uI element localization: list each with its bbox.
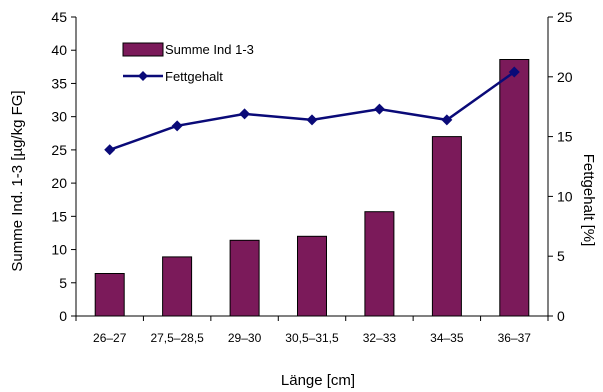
line-point-5 <box>441 114 453 126</box>
line-point-3 <box>306 114 318 126</box>
x-tick-label: 36–37 <box>498 331 532 345</box>
legend-diamond-icon <box>138 71 148 81</box>
x-axis-title: Länge [cm] <box>281 372 355 389</box>
x-tick-label: 29–30 <box>228 331 262 345</box>
x-tick-label: 32–33 <box>363 331 397 345</box>
line-point-2 <box>239 108 251 120</box>
left-tick-label: 0 <box>59 308 67 324</box>
right-tick-label: 5 <box>557 248 565 264</box>
right-axis-title: Fettgehalt [%] <box>580 154 597 247</box>
line-point-6 <box>508 66 520 78</box>
legend-bar-swatch <box>122 42 164 57</box>
bar-series <box>94 59 530 317</box>
left-tick-label: 40 <box>51 42 67 58</box>
bar-4 <box>364 211 395 317</box>
left-tick-label: 30 <box>51 109 67 125</box>
left-axis-title: Summe Ind. 1-3 [µg/kg FG] <box>9 90 26 271</box>
right-tick-label: 20 <box>557 69 573 85</box>
line-point-1 <box>171 120 183 132</box>
left-tick-label: 25 <box>51 142 67 158</box>
bar-1 <box>162 256 193 317</box>
x-tick-label: 26–27 <box>93 331 127 345</box>
x-tick-label: 34–35 <box>430 331 464 345</box>
tick-labels: 0 5 10 15 20 25 30 35 40 45 0 5 10 15 20 25 26–27 27,5–28… <box>51 9 572 345</box>
axes <box>71 16 553 321</box>
bar-3 <box>297 235 327 317</box>
bar-5 <box>431 136 462 317</box>
left-tick-label: 15 <box>51 208 67 224</box>
legend: Summe Ind 1-3 Fettgehalt <box>122 42 254 84</box>
line-point-4 <box>373 103 385 115</box>
line-series <box>104 66 520 156</box>
line-point-0 <box>104 144 116 156</box>
legend-bar-label: Summe Ind 1-3 <box>165 42 254 57</box>
legend-line-label: Fettgehalt <box>165 69 223 84</box>
x-tick-label: 27,5–28,5 <box>150 331 204 345</box>
x-tick-label: 30,5–31,5 <box>285 331 339 345</box>
bar-2 <box>229 239 260 317</box>
right-tick-label: 15 <box>557 129 573 145</box>
right-tick-label: 10 <box>557 188 573 204</box>
right-tick-label: 25 <box>557 9 573 25</box>
bar-0 <box>94 273 125 317</box>
left-tick-label: 10 <box>51 242 67 258</box>
left-tick-label: 45 <box>51 9 67 25</box>
bar-6 <box>499 59 530 317</box>
left-tick-label: 5 <box>59 275 67 291</box>
right-tick-label: 0 <box>557 308 565 324</box>
left-tick-label: 35 <box>51 75 67 91</box>
left-tick-label: 20 <box>51 175 67 191</box>
